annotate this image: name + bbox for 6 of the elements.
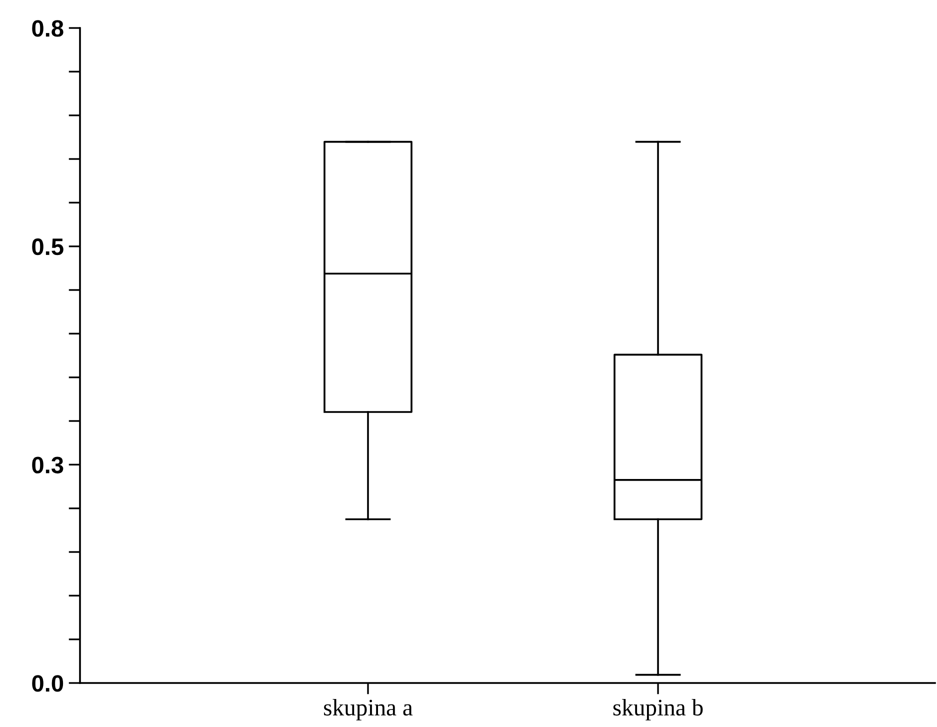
y-tick-label: 0.0 [32, 675, 64, 692]
y-tick-label: 0.8 [32, 20, 64, 37]
y-tick-label: 0.3 [32, 456, 64, 474]
x-tick-label: skupina b [613, 698, 703, 720]
y-tick-label: 0.5 [32, 238, 64, 256]
x-tick-label: skupina a [324, 698, 413, 720]
